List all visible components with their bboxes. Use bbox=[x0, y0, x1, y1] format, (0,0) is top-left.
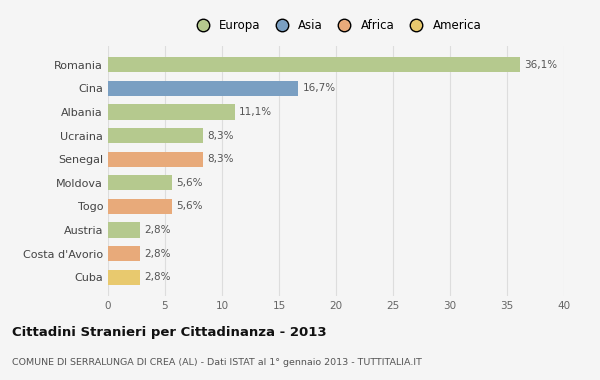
Text: COMUNE DI SERRALUNGA DI CREA (AL) - Dati ISTAT al 1° gennaio 2013 - TUTTITALIA.I: COMUNE DI SERRALUNGA DI CREA (AL) - Dati… bbox=[12, 358, 422, 367]
Bar bbox=[108, 128, 203, 143]
Text: 36,1%: 36,1% bbox=[524, 60, 557, 70]
Text: 11,1%: 11,1% bbox=[239, 107, 272, 117]
Text: 2,8%: 2,8% bbox=[145, 249, 171, 259]
Bar bbox=[108, 57, 520, 72]
Text: 2,8%: 2,8% bbox=[145, 225, 171, 235]
Text: Cittadini Stranieri per Cittadinanza - 2013: Cittadini Stranieri per Cittadinanza - 2… bbox=[12, 326, 326, 339]
Text: 8,3%: 8,3% bbox=[207, 154, 233, 164]
Bar bbox=[108, 152, 203, 167]
Bar bbox=[108, 270, 140, 285]
Text: 8,3%: 8,3% bbox=[207, 131, 233, 141]
Bar bbox=[108, 104, 235, 120]
Bar bbox=[108, 222, 140, 238]
Text: 2,8%: 2,8% bbox=[145, 272, 171, 282]
Text: 5,6%: 5,6% bbox=[176, 201, 203, 211]
Legend: Europa, Asia, Africa, America: Europa, Asia, Africa, America bbox=[188, 16, 484, 34]
Bar bbox=[108, 81, 298, 96]
Text: 16,7%: 16,7% bbox=[303, 83, 336, 93]
Text: 5,6%: 5,6% bbox=[176, 178, 203, 188]
Bar bbox=[108, 246, 140, 261]
Bar bbox=[108, 199, 172, 214]
Bar bbox=[108, 175, 172, 190]
